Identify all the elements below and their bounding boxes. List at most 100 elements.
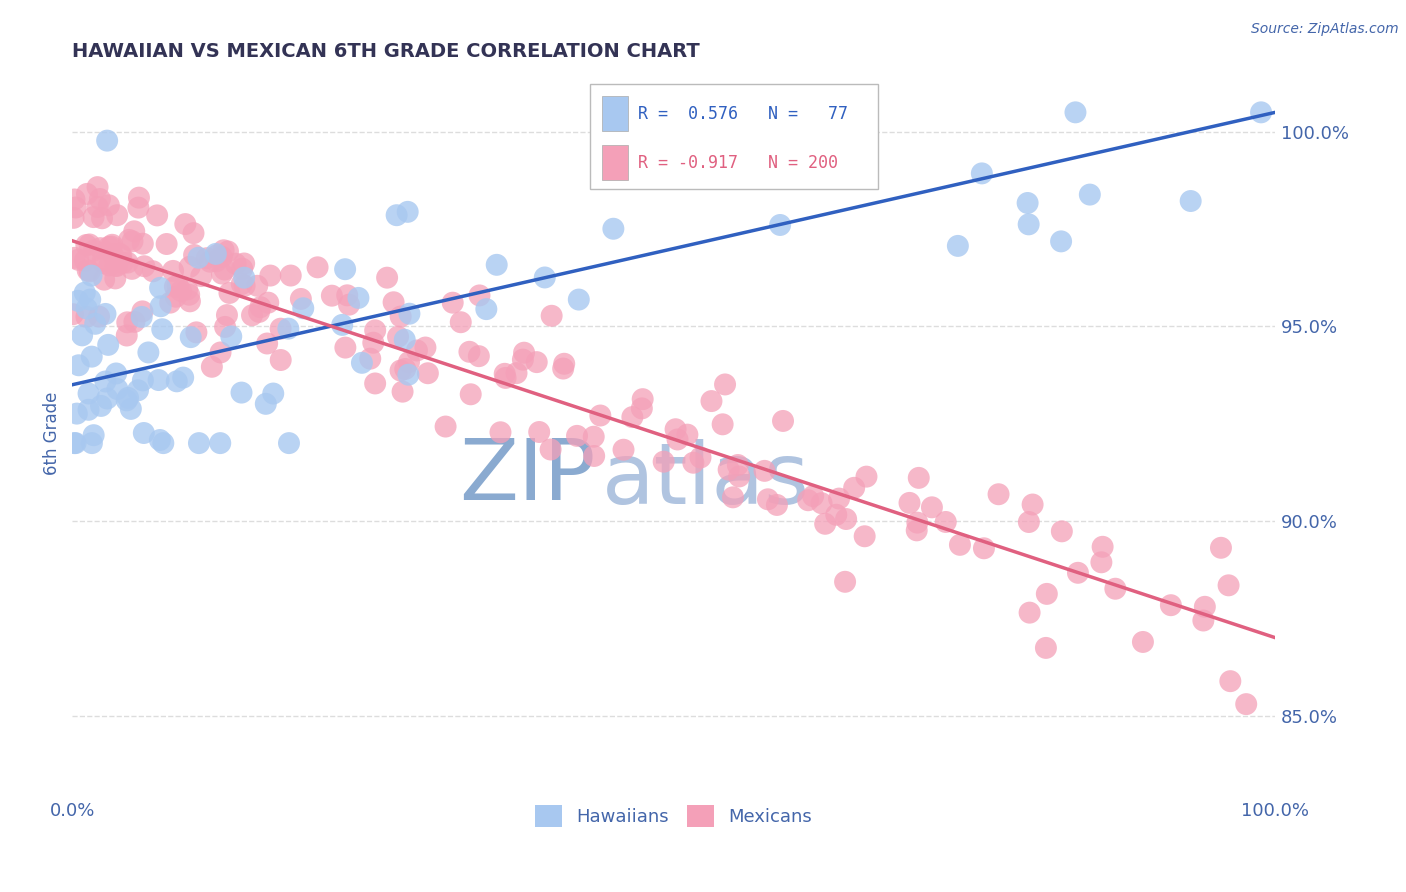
Point	[416, 366, 439, 380]
Point	[835, 512, 858, 526]
Point	[350, 356, 373, 370]
Point	[387, 329, 409, 343]
Point	[689, 450, 711, 465]
Point	[105, 208, 128, 222]
Point	[249, 300, 271, 314]
Point	[855, 469, 877, 483]
Point	[970, 166, 993, 180]
Point	[505, 366, 527, 380]
Point	[825, 508, 848, 522]
Point	[105, 259, 128, 273]
Point	[225, 257, 247, 271]
Point	[65, 436, 87, 450]
Point	[801, 489, 824, 503]
Point	[120, 401, 142, 416]
Point	[66, 407, 89, 421]
Point	[156, 237, 179, 252]
Point	[101, 247, 124, 261]
Point	[132, 425, 155, 440]
Point	[1078, 187, 1101, 202]
Point	[162, 264, 184, 278]
Point	[270, 321, 292, 335]
Point	[292, 301, 315, 316]
Point	[385, 208, 408, 222]
Point	[138, 345, 160, 359]
Point	[117, 315, 139, 329]
Point	[231, 261, 253, 276]
Point	[834, 574, 856, 589]
Point	[621, 410, 644, 425]
Point	[485, 258, 508, 272]
Point	[565, 429, 588, 443]
Point	[262, 386, 284, 401]
Point	[96, 392, 118, 406]
Point	[132, 373, 155, 387]
Point	[111, 256, 134, 270]
Point	[1036, 587, 1059, 601]
Point	[240, 308, 263, 322]
Point	[489, 425, 512, 440]
Point	[183, 248, 205, 262]
Point	[165, 290, 187, 304]
Point	[631, 392, 654, 406]
Point	[769, 218, 792, 232]
Point	[79, 264, 101, 278]
Point	[163, 279, 186, 293]
Point	[94, 307, 117, 321]
Point	[905, 524, 928, 538]
Point	[1021, 498, 1043, 512]
Point	[219, 329, 242, 343]
Point	[396, 204, 419, 219]
Point	[70, 328, 93, 343]
Point	[772, 414, 794, 428]
Point	[1250, 105, 1272, 120]
Point	[256, 336, 278, 351]
Point	[233, 256, 256, 270]
Point	[62, 307, 84, 321]
Point	[83, 428, 105, 442]
Point	[259, 268, 281, 283]
Point	[1018, 218, 1040, 232]
Point	[330, 318, 353, 332]
Point	[97, 198, 120, 212]
FancyBboxPatch shape	[602, 96, 628, 131]
Point	[83, 210, 105, 224]
Point	[66, 293, 89, 308]
Point	[93, 273, 115, 287]
Point	[1018, 606, 1040, 620]
Point	[187, 251, 209, 265]
Point	[337, 298, 360, 312]
Point	[682, 456, 704, 470]
Point	[97, 240, 120, 254]
Point	[1050, 524, 1073, 539]
Point	[122, 224, 145, 238]
Point	[146, 208, 169, 222]
Point	[364, 376, 387, 391]
Legend: Hawaiians, Mexicans: Hawaiians, Mexicans	[527, 798, 820, 835]
Point	[176, 283, 198, 297]
Y-axis label: 6th Grade: 6th Grade	[44, 392, 60, 475]
Point	[93, 256, 115, 270]
Point	[215, 308, 238, 322]
Point	[756, 492, 779, 507]
Point	[828, 491, 851, 506]
Point	[398, 355, 420, 369]
Point	[186, 326, 208, 340]
Point	[394, 333, 416, 347]
Point	[257, 295, 280, 310]
Point	[666, 433, 689, 447]
Point	[1180, 194, 1202, 208]
Point	[389, 363, 412, 377]
Point	[188, 436, 211, 450]
Point	[183, 226, 205, 240]
Point	[179, 260, 201, 274]
Point	[307, 260, 329, 275]
Point	[630, 401, 652, 416]
Point	[148, 373, 170, 387]
Point	[62, 211, 84, 225]
Point	[905, 516, 928, 530]
Point	[132, 236, 155, 251]
Point	[231, 385, 253, 400]
Point	[612, 442, 634, 457]
Point	[104, 259, 127, 273]
